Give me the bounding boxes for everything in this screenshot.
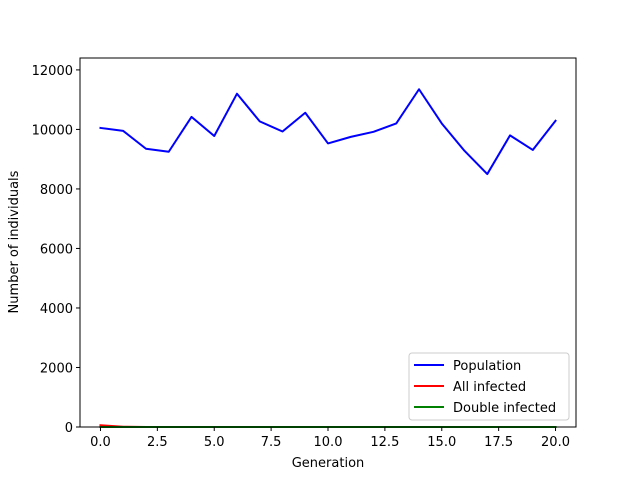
x-tick-label: 5.0: [204, 435, 225, 450]
y-tick-label: 4000: [40, 302, 73, 317]
y-axis-ticks: 0 2000 4000 6000 8000 10000 12000: [32, 64, 80, 436]
y-tick-label: 0: [65, 421, 73, 436]
x-tick-label: 0.0: [90, 435, 111, 450]
y-tick-label: 6000: [40, 242, 73, 257]
y-tick-label: 8000: [40, 183, 73, 198]
x-axis-title: Generation: [292, 456, 365, 471]
x-tick-label: 17.5: [484, 435, 513, 450]
legend-label-population: Population: [453, 359, 521, 374]
y-axis-title: Number of individuals: [7, 170, 22, 313]
x-tick-label: 7.5: [261, 435, 282, 450]
x-tick-label: 2.5: [147, 435, 168, 450]
x-axis-ticks: 0.0 2.5 5.0 7.5 10.0 12.5 15.0 17.5 20.0: [90, 427, 570, 450]
y-tick-label: 12000: [32, 64, 73, 79]
x-tick-label: 20.0: [541, 435, 570, 450]
legend-label-all-infected: All infected: [453, 380, 526, 395]
legend-label-double-infected: Double infected: [453, 401, 556, 416]
x-tick-label: 12.5: [370, 435, 399, 450]
x-tick-label: 10.0: [314, 435, 343, 450]
x-tick-label: 15.0: [427, 435, 456, 450]
legend: Population All infected Double infected: [408, 352, 570, 421]
legend-box: [408, 352, 570, 421]
series-line-population: [99, 88, 557, 176]
y-tick-label: 2000: [40, 361, 73, 376]
y-tick-label: 10000: [32, 123, 73, 138]
